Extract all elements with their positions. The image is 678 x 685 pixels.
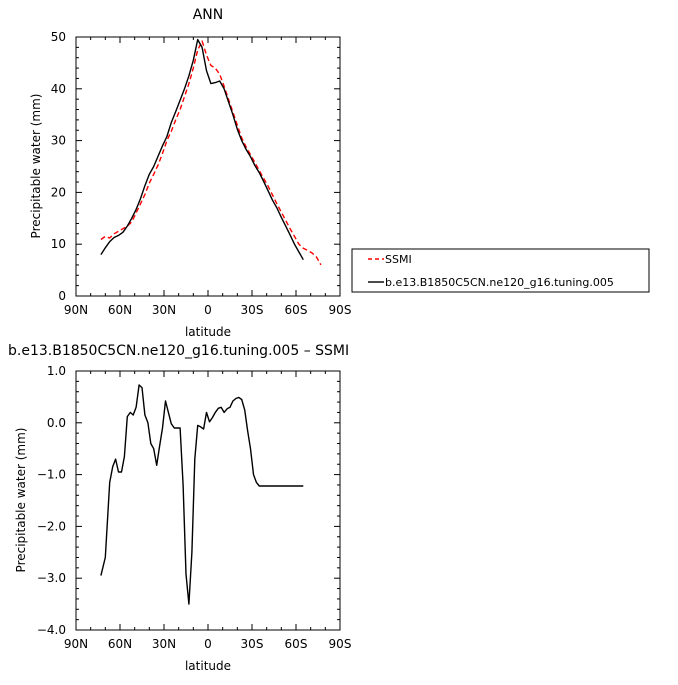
x-tick-label: 30S (241, 637, 264, 651)
x-tick-label: 90S (329, 637, 352, 651)
series-group (100, 38, 322, 266)
x-tick-label: 60N (108, 637, 132, 651)
legend-label-model: b.e13.B1850C5CN.ne120_g16.tuning.005 (385, 276, 614, 289)
y-tick-label: 50 (51, 30, 66, 44)
x-tick-label: 30N (152, 303, 176, 317)
y-tick-label: −2.0 (37, 519, 66, 533)
x-tick-label: 0 (204, 637, 212, 651)
y-tick-label: −1.0 (37, 468, 66, 482)
legend: SSMI b.e13.B1850C5CN.ne120_g16.tuning.00… (351, 248, 650, 293)
y-tick-label: 0 (58, 289, 66, 303)
y-tick-label: 20 (51, 185, 66, 199)
legend-label-ssmi: SSMI (385, 253, 412, 266)
legend-box (351, 248, 650, 293)
chart-title: b.e13.B1850C5CN.ne120_g16.tuning.005 – S… (8, 343, 349, 359)
x-axis-label: latitude (185, 325, 231, 339)
y-tick-label: −4.0 (37, 623, 66, 637)
x-tick-label: 90S (329, 303, 352, 317)
x-tick-label: 60N (108, 303, 132, 317)
x-tick-label: 90N (64, 637, 88, 651)
chart-title: ANN (193, 7, 224, 23)
y-tick-label: 40 (51, 82, 66, 96)
bottom-chart: b.e13.B1850C5CN.ne120_g16.tuning.005 – S… (8, 343, 351, 673)
x-tick-label: 90N (64, 303, 88, 317)
tick-group: 90N 60N 30N 0 30S 60S 90S 0 10 20 30 40 50 (51, 30, 352, 317)
x-tick-label: 60S (285, 637, 308, 651)
series-line-difference (100, 384, 304, 605)
tick-group: 90N 60N 30N 0 30S 60S 90S −4.0 −3.0 −2.0 −1.0 0.0 1.… (37, 364, 352, 651)
y-axis-label: Precipitable water (mm) (29, 94, 43, 239)
y-axis-label: Precipitable water (mm) (14, 428, 28, 573)
x-tick-label: 60S (285, 303, 308, 317)
top-chart: ANN latitude Precipitable water (mm) 90N… (29, 7, 351, 339)
x-tick-label: 30S (241, 303, 264, 317)
series-group (100, 384, 304, 605)
x-tick-label: 0 (204, 303, 212, 317)
y-tick-label: 30 (51, 134, 66, 148)
y-tick-label: 0.0 (47, 416, 66, 430)
x-axis-label: latitude (185, 659, 231, 673)
plot-frame (75, 370, 341, 631)
series-line-ssmi (100, 40, 322, 266)
y-tick-label: 10 (51, 237, 66, 251)
x-tick-label: 30N (152, 637, 176, 651)
y-tick-label: −3.0 (37, 571, 66, 585)
series-line-b-e13-b1850c5cn-ne120-g16-tuning-005 (100, 38, 304, 261)
y-tick-label: 1.0 (47, 364, 66, 378)
